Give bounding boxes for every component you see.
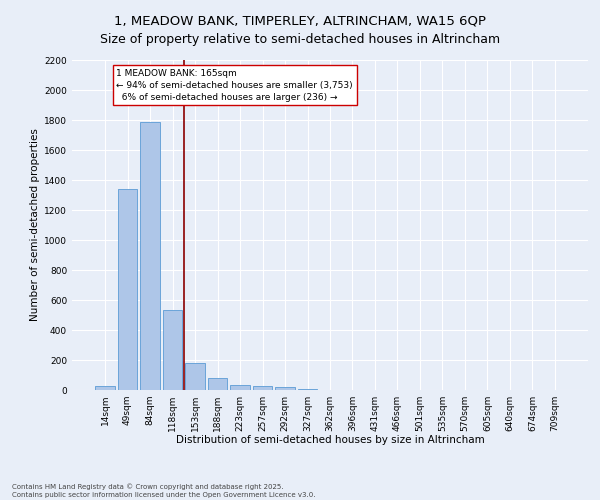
- Bar: [140, 122, 160, 390]
- Text: 1 MEADOW BANK: 165sqm
← 94% of semi-detached houses are smaller (3,753)
  6% of : 1 MEADOW BANK: 165sqm ← 94% of semi-deta…: [116, 69, 353, 102]
- Bar: [208, 378, 227, 390]
- Y-axis label: Number of semi-detached properties: Number of semi-detached properties: [30, 128, 40, 322]
- Bar: [298, 388, 317, 390]
- Text: Contains HM Land Registry data © Crown copyright and database right 2025.
Contai: Contains HM Land Registry data © Crown c…: [12, 484, 316, 498]
- Bar: [230, 385, 250, 390]
- Bar: [253, 386, 272, 390]
- X-axis label: Distribution of semi-detached houses by size in Altrincham: Distribution of semi-detached houses by …: [176, 436, 484, 446]
- Text: Size of property relative to semi-detached houses in Altrincham: Size of property relative to semi-detach…: [100, 32, 500, 46]
- Bar: [95, 386, 115, 390]
- Bar: [163, 310, 182, 390]
- Bar: [275, 387, 295, 390]
- Bar: [185, 363, 205, 390]
- Text: 1, MEADOW BANK, TIMPERLEY, ALTRINCHAM, WA15 6QP: 1, MEADOW BANK, TIMPERLEY, ALTRINCHAM, W…: [114, 15, 486, 28]
- Bar: [118, 189, 137, 390]
